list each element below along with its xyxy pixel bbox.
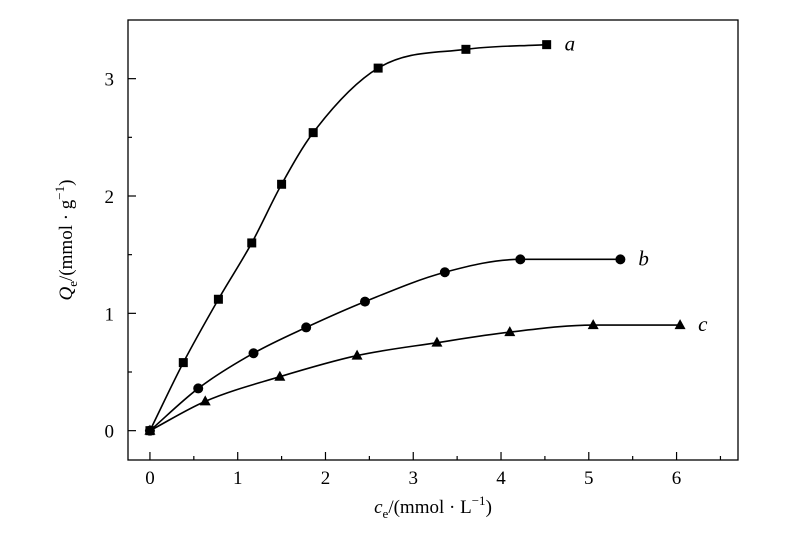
y-tick-label: 0: [105, 422, 115, 443]
x-tick-label: 2: [321, 468, 331, 489]
x-tick-label: 5: [584, 468, 594, 489]
y-axis-title: Qe/(mmol · g−1): [52, 180, 80, 301]
series-c-label: c: [698, 312, 708, 336]
series-a-point: [308, 128, 318, 138]
series-c-point: [351, 349, 363, 360]
x-tick-label: 1: [233, 468, 243, 489]
series-c-line: [149, 324, 681, 432]
series-b-point: [359, 296, 370, 307]
series-a-point: [277, 179, 287, 189]
series-c-point: [504, 326, 516, 337]
x-tick-label: 6: [672, 468, 682, 489]
series-c-point: [199, 395, 211, 406]
plot-frame: [127, 19, 739, 461]
series-c-point: [144, 424, 156, 435]
y-tick-label: 2: [105, 187, 115, 208]
series-layer: a b c: [144, 32, 708, 436]
series-b-point: [515, 254, 526, 265]
series-a-point: [542, 40, 552, 50]
series-a-point: [213, 294, 223, 304]
x-tick-label: 0: [145, 468, 155, 489]
series-c-point: [274, 370, 286, 381]
series-b-point: [248, 348, 259, 359]
series-a-point: [461, 44, 471, 54]
series-a: a: [145, 32, 575, 436]
series-c-point: [431, 336, 443, 347]
series-b: b: [144, 246, 649, 436]
series-a-line: [149, 43, 547, 432]
series-c: c: [144, 312, 708, 435]
y-axis-ticks: 0 1 2 3: [105, 70, 136, 443]
x-axis-title: ce/(mmol · L−1): [374, 493, 492, 521]
series-b-point: [193, 383, 204, 394]
series-b-line: [149, 258, 621, 432]
series-b-point: [301, 322, 312, 333]
y-tick-label: 3: [105, 70, 115, 91]
series-c-point: [587, 319, 599, 330]
x-tick-label: 3: [409, 468, 419, 489]
series-a-point: [247, 238, 257, 248]
series-a-label: a: [565, 32, 576, 56]
plot-border: [127, 19, 739, 461]
series-b-label: b: [638, 246, 649, 270]
series-c-point: [674, 319, 686, 330]
x-axis-ticks: 0 1 2 3 4 5 6: [145, 452, 722, 489]
series-b-point: [615, 254, 626, 265]
series-a-point: [373, 63, 383, 73]
series-b-point: [439, 267, 450, 278]
y-tick-label: 1: [105, 304, 115, 325]
x-tick-label: 4: [496, 468, 506, 489]
series-a-point: [178, 358, 188, 368]
